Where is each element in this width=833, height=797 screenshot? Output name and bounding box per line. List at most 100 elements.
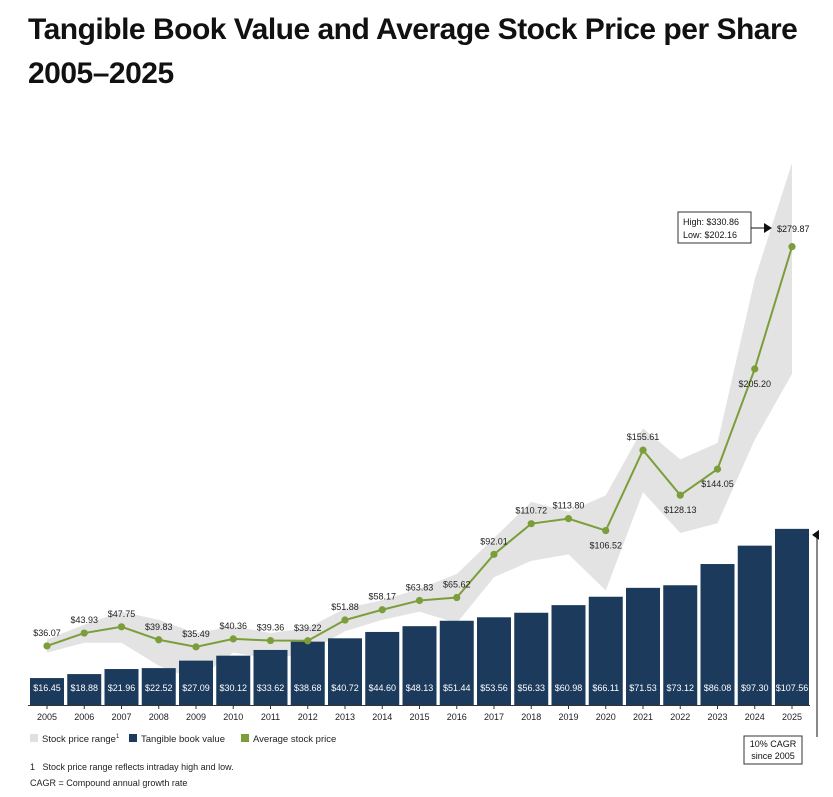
book-value-bar xyxy=(290,641,325,705)
last-stock-price-label: $279.87 xyxy=(777,224,810,234)
x-axis-layer: 2005 2006 2007 2008 2009 2010 2011 2012 2013 2014… xyxy=(28,705,810,722)
legend-swatch xyxy=(30,734,38,742)
high-value-label: High: $330.86 xyxy=(683,217,739,227)
price-range-layer xyxy=(47,163,792,681)
stock-price-point xyxy=(229,635,237,643)
x-tick-label: 2013 xyxy=(335,712,355,722)
book-value-label: $56.33 xyxy=(517,683,545,693)
book-value-bar xyxy=(737,545,772,705)
book-value-bar xyxy=(104,669,139,705)
stock-price-label: $51.88 xyxy=(331,602,359,612)
book-value-bar xyxy=(663,585,698,705)
stock-price-label: $40.36 xyxy=(219,621,247,631)
book-value-label: $33.62 xyxy=(257,683,285,693)
book-value-bar xyxy=(253,649,288,705)
book-value-label: $86.08 xyxy=(704,683,732,693)
x-tick-label: 2015 xyxy=(409,712,429,722)
stock-price-line-layer: $36.07 $43.93 $47.75 $39.83 $35.49 $40.36 $39.… xyxy=(33,243,796,651)
book-value-label: $38.68 xyxy=(294,683,322,693)
stock-price-label: $205.20 xyxy=(738,379,771,389)
book-value-bar xyxy=(141,668,176,705)
legend-label: Average stock price xyxy=(253,734,336,745)
stock-price-label: $36.07 xyxy=(33,628,61,638)
book-value-label: $97.30 xyxy=(741,683,769,693)
book-value-bar xyxy=(551,605,586,705)
stock-price-label: $92.01 xyxy=(480,536,508,546)
legend-label-text: Average stock price xyxy=(253,734,336,745)
book-value-bar xyxy=(402,626,437,705)
x-tick-label: 2017 xyxy=(484,712,504,722)
stock-price-label: $39.83 xyxy=(145,622,173,632)
x-tick-label: 2006 xyxy=(74,712,94,722)
stock-price-label: $43.93 xyxy=(70,615,98,625)
stock-price-label: $58.17 xyxy=(368,592,396,602)
stock-price-point xyxy=(713,465,722,473)
legend-swatch xyxy=(241,734,249,742)
stock-price-label: $63.83 xyxy=(406,582,434,592)
book-value-label: $60.98 xyxy=(555,683,583,693)
x-tick-label: 2022 xyxy=(670,712,690,722)
legend-superscript: 1 xyxy=(116,734,120,740)
book-value-bar xyxy=(477,617,511,705)
x-tick-label: 2014 xyxy=(372,712,392,722)
x-tick-label: 2024 xyxy=(745,712,765,722)
cagr-box xyxy=(743,735,803,765)
stock-price-point xyxy=(415,596,424,605)
stock-price-label: $35.49 xyxy=(182,629,210,639)
stock-price-point xyxy=(117,623,126,631)
book-value-bar xyxy=(179,660,213,705)
x-tick-label: 2008 xyxy=(149,712,169,722)
book-value-label: $51.44 xyxy=(443,683,471,693)
stock-price-label: $106.52 xyxy=(589,541,622,551)
legend-label: Stock price range1 xyxy=(42,734,120,745)
stock-price-label: $128.13 xyxy=(664,505,697,515)
stock-price-label: $113.80 xyxy=(553,501,585,511)
x-tick-label: 2011 xyxy=(261,712,280,722)
stock-price-label: $65.62 xyxy=(443,580,471,590)
book-value-label: $53.56 xyxy=(480,683,508,693)
book-value-label: $30.12 xyxy=(219,683,247,693)
legend-layer: Stock price range1 Tangible book value Ave… xyxy=(30,734,336,745)
x-tick-label: 2010 xyxy=(223,712,243,722)
x-tick-label: 2023 xyxy=(707,712,727,722)
x-tick-label: 2021 xyxy=(633,712,653,722)
book-value-bar xyxy=(588,596,623,705)
book-value-label: $66.11 xyxy=(592,683,619,693)
stock-price-label: $155.61 xyxy=(627,432,660,442)
footnote-text: Stock price range reflects intraday high… xyxy=(42,762,234,772)
legend-label-text: Stock price range xyxy=(42,734,116,745)
book-value-label: $107.56 xyxy=(776,683,809,693)
stock-price-range-area xyxy=(47,163,792,681)
stock-price-point xyxy=(266,636,275,645)
chart-title: Tangible Book Value and Average Stock Pr… xyxy=(28,13,798,90)
stock-price-point xyxy=(564,515,573,523)
book-value-label: $16.45 xyxy=(33,683,61,693)
x-tick-label: 2025 xyxy=(782,712,802,722)
x-tick-label: 2019 xyxy=(558,712,578,722)
cagr-connector xyxy=(816,534,819,737)
stock-price-point xyxy=(378,606,386,614)
stock-price-label: $144.05 xyxy=(701,479,734,489)
stock-price-point xyxy=(527,520,535,528)
footnote-range: 1 Stock price range reflects intraday hi… xyxy=(30,762,234,772)
stock-price-point xyxy=(304,637,312,645)
x-tick-label: 2005 xyxy=(37,712,57,722)
book-value-bar xyxy=(30,678,64,705)
x-tick-label: 2012 xyxy=(298,712,318,722)
book-value-label: $71.53 xyxy=(629,683,657,693)
high-low-arrow xyxy=(764,223,772,233)
book-value-label: $21.96 xyxy=(108,683,136,693)
stock-price-point xyxy=(788,243,796,251)
x-tick-label: 2009 xyxy=(186,712,206,722)
book-value-bar xyxy=(67,674,102,705)
stock-price-point xyxy=(341,616,349,624)
footnote-cagr: CAGR = Compound annual growth rate xyxy=(30,778,188,788)
book-value-bar xyxy=(700,564,735,705)
book-value-label: $40.72 xyxy=(331,683,359,693)
x-tick-label: 2007 xyxy=(111,712,131,722)
legend-label-text: Tangible book value xyxy=(141,734,225,745)
stock-price-point xyxy=(490,550,498,558)
stock-price-point xyxy=(639,446,647,454)
x-tick-label: 2020 xyxy=(596,712,616,722)
